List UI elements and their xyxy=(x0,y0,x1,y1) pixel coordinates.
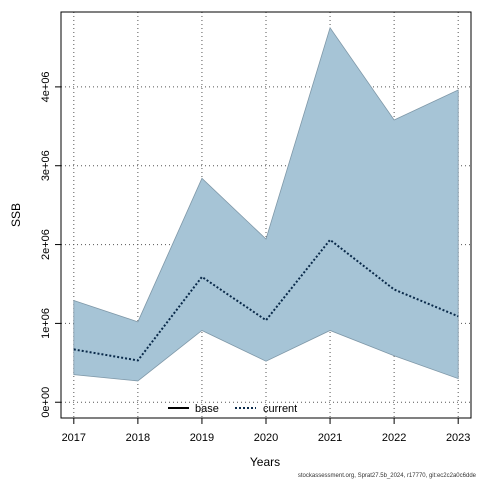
y-tick-label: 4e+06 xyxy=(40,71,52,102)
y-axis-title: SSB xyxy=(9,203,23,227)
series-line-current xyxy=(73,238,459,362)
legend-label-base: base xyxy=(195,403,219,415)
confidence-band xyxy=(73,26,459,382)
x-tick-label: 2022 xyxy=(382,432,406,444)
x-tick-label: 2017 xyxy=(62,432,86,444)
footer-note: stockassessment.org, Sprat27.5b_2024, r1… xyxy=(298,473,477,479)
x-tick-label: 2023 xyxy=(446,432,470,444)
y-tick-label: 0e+00 xyxy=(40,387,52,418)
y-tick-label: 1e+06 xyxy=(40,308,52,339)
x-axis: 2017 2018 2019 2020 2021 2022 2023 xyxy=(62,418,470,444)
x-tick-label: 2020 xyxy=(254,432,278,444)
x-tick-label: 2021 xyxy=(318,432,342,444)
y-axis: 0e+00 1e+06 2e+06 3e+06 4e+06 xyxy=(40,71,61,418)
legend-label-current: current xyxy=(263,403,297,415)
x-tick-label: 2018 xyxy=(126,432,150,444)
confidence-band-layer xyxy=(73,26,459,382)
series-line-layer xyxy=(73,238,459,362)
x-tick-label: 2019 xyxy=(190,432,214,444)
legend: base current xyxy=(168,403,297,415)
x-axis-title: Years xyxy=(250,455,280,469)
y-tick-label: 2e+06 xyxy=(40,229,52,260)
y-tick-label: 3e+06 xyxy=(40,150,52,181)
